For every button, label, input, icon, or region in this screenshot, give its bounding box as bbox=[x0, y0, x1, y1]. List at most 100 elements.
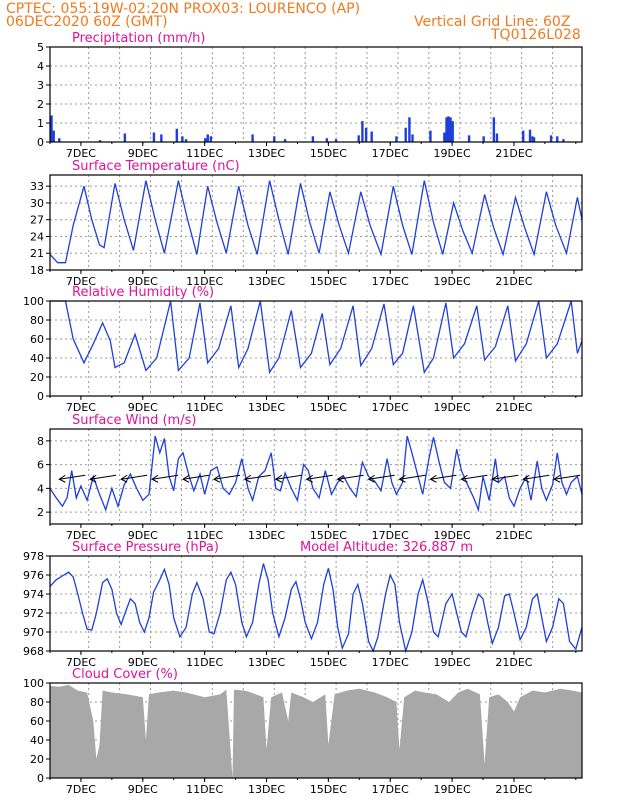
precip-bar bbox=[273, 136, 276, 142]
x-tick-label: 21DEC bbox=[495, 529, 532, 542]
precip-bar bbox=[445, 117, 448, 142]
y-tick-label: 21 bbox=[30, 247, 44, 260]
series-line bbox=[49, 435, 583, 513]
model-altitude: Model Altitude: 326.887 m bbox=[300, 540, 473, 555]
y-tick-label: 978 bbox=[23, 550, 44, 563]
precip-bar bbox=[52, 130, 55, 142]
wind-arrow bbox=[182, 474, 210, 480]
y-tick-label: 40 bbox=[30, 734, 44, 747]
wind-arrow bbox=[213, 474, 241, 480]
y-tick-label: 972 bbox=[23, 607, 44, 620]
y-tick-label: 2 bbox=[37, 98, 44, 111]
panel-title: Surface Wind (m/s) bbox=[72, 413, 196, 428]
precip-bar bbox=[411, 134, 414, 142]
y-tick-label: 8 bbox=[37, 435, 44, 448]
panel-title: Surface Pressure (hPa) bbox=[72, 540, 219, 555]
y-tick-label: 24 bbox=[30, 230, 44, 243]
x-tick-label: 19DEC bbox=[434, 401, 471, 414]
precip-bar bbox=[361, 121, 364, 142]
wind-arrow bbox=[430, 474, 457, 480]
precip-bar bbox=[181, 136, 184, 142]
precip-bar bbox=[451, 121, 454, 142]
y-tick-label: 60 bbox=[30, 333, 44, 346]
precip-bar bbox=[443, 132, 446, 142]
y-tick-label: 18 bbox=[30, 264, 44, 277]
y-tick-label: 33 bbox=[30, 180, 44, 193]
y-tick-label: 27 bbox=[30, 214, 44, 227]
y-tick-label: 100 bbox=[23, 677, 44, 690]
wind-arrow bbox=[554, 474, 581, 480]
y-tick-label: 968 bbox=[23, 645, 44, 658]
series-line bbox=[49, 563, 583, 654]
x-tick-label: 19DEC bbox=[434, 147, 471, 160]
x-tick-label: 13DEC bbox=[248, 529, 285, 542]
panel-title: Relative Humidity (%) bbox=[72, 285, 214, 300]
precip-bar bbox=[98, 140, 102, 142]
x-tick-label: 17DEC bbox=[372, 401, 409, 414]
wind-arrow-head bbox=[491, 474, 499, 483]
x-tick-label: 7DEC bbox=[66, 656, 96, 669]
panel-frame bbox=[49, 46, 583, 143]
wind-arrow bbox=[523, 474, 550, 480]
precip-bar bbox=[429, 130, 432, 142]
precip-bar bbox=[364, 127, 368, 142]
x-tick-label: 19DEC bbox=[434, 275, 471, 288]
x-tick-label: 15DEC bbox=[310, 147, 347, 160]
x-tick-label: 7DEC bbox=[66, 783, 96, 796]
x-tick-label: 17DEC bbox=[372, 783, 409, 796]
x-tick-label: 11DEC bbox=[186, 783, 223, 796]
x-tick-label: 11DEC bbox=[186, 401, 223, 414]
x-tick-label: 9DEC bbox=[128, 656, 158, 669]
grid-note: Vertical Grid Line: 60Z bbox=[414, 14, 571, 30]
wind-arrow-head bbox=[182, 474, 190, 483]
x-tick-label: 11DEC bbox=[186, 147, 223, 160]
precip-bar bbox=[404, 127, 407, 142]
y-tick-label: 3 bbox=[37, 79, 44, 92]
precip-bar bbox=[325, 138, 329, 142]
x-tick-label: 17DEC bbox=[372, 656, 409, 669]
panel-5: 0 20 40 60 80 100 7DEC 9DEC 11DEC 13DEC 15DEC 17DEC… bbox=[23, 667, 583, 796]
x-tick-label: 9DEC bbox=[128, 529, 158, 542]
x-tick-label: 21DEC bbox=[495, 275, 532, 288]
x-tick-label: 15DEC bbox=[310, 529, 347, 542]
wind-arrow-head bbox=[120, 474, 128, 483]
panel-3: 2 4 6 8 7DEC 9DEC 11DEC 13DEC 15DEC 17DEC 19DEC 21D… bbox=[37, 413, 583, 542]
wind-arrow-head bbox=[460, 474, 468, 483]
wind-arrow-head bbox=[89, 474, 97, 483]
y-tick-label: 0 bbox=[37, 772, 44, 785]
precip-bar bbox=[209, 136, 213, 142]
y-tick-label: 100 bbox=[23, 295, 44, 308]
x-tick-label: 7DEC bbox=[66, 275, 96, 288]
x-tick-label: 9DEC bbox=[128, 783, 158, 796]
precip-bar bbox=[123, 133, 127, 142]
precip-bar bbox=[175, 128, 179, 142]
x-tick-label: 15DEC bbox=[310, 656, 347, 669]
wind-arrow bbox=[244, 474, 271, 480]
y-tick-label: 60 bbox=[30, 715, 44, 728]
x-tick-label: 19DEC bbox=[434, 656, 471, 669]
precip-bar bbox=[395, 136, 398, 142]
x-tick-label: 11DEC bbox=[186, 275, 223, 288]
x-tick-label: 15DEC bbox=[310, 783, 347, 796]
precip-bar bbox=[251, 134, 254, 142]
cloud-cover-area bbox=[50, 684, 582, 778]
x-tick-label: 13DEC bbox=[248, 656, 285, 669]
precip-bar bbox=[58, 138, 61, 142]
y-tick-label: 2 bbox=[37, 506, 44, 519]
panel-0: 0 1 2 3 4 5 7DEC 9DEC 11DEC 13DEC 15DEC 17DEC 19DEC 2… bbox=[37, 31, 583, 160]
wind-arrow-head bbox=[274, 474, 283, 483]
wind-arrow-head bbox=[243, 474, 252, 483]
x-tick-label: 17DEC bbox=[372, 529, 409, 542]
y-tick-label: 976 bbox=[23, 569, 44, 582]
wind-arrow bbox=[461, 474, 488, 480]
wind-arrow bbox=[492, 474, 519, 480]
series-line bbox=[50, 300, 583, 375]
date-header: 06DEC2020 60Z (GMT) bbox=[6, 14, 168, 30]
x-tick-label: 19DEC bbox=[434, 529, 471, 542]
x-tick-label: 9DEC bbox=[128, 401, 158, 414]
y-tick-label: 20 bbox=[30, 371, 44, 384]
precip-bar bbox=[532, 137, 536, 142]
wind-arrow-head bbox=[58, 474, 66, 483]
x-tick-label: 7DEC bbox=[66, 529, 96, 542]
precip-bar bbox=[206, 134, 209, 142]
